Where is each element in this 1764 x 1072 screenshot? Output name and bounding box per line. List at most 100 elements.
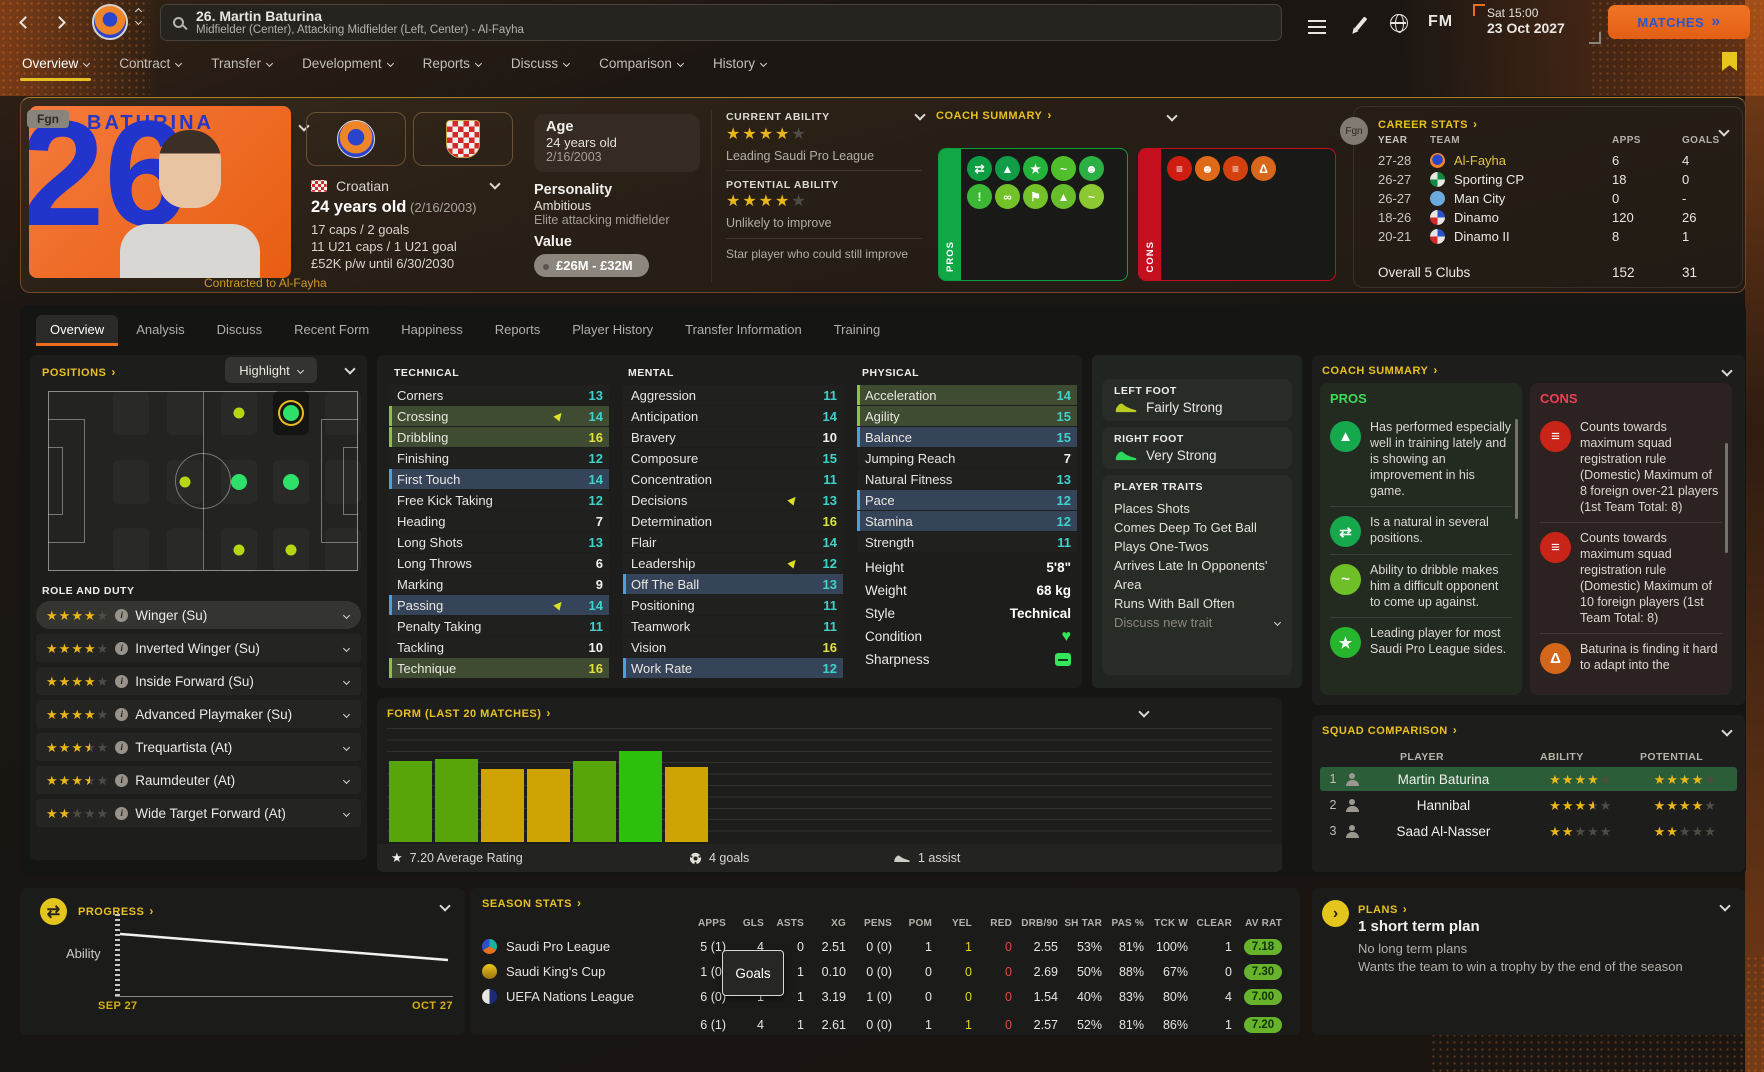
plans-header[interactable]: PLANS bbox=[1358, 902, 1407, 916]
season-row[interactable]: Saudi King's Cup 1 (0) 0 1 0.10 0 (0) 0 … bbox=[482, 959, 1288, 984]
career-row[interactable]: 18-26 Dinamo 120 26 bbox=[1378, 208, 1728, 227]
role-row[interactable]: ★★★★★ Advanced Playmaker (Su) bbox=[36, 700, 361, 728]
ability-collapse-chevron[interactable] bbox=[914, 109, 926, 121]
attribute-row: Technique 16 bbox=[389, 658, 609, 678]
squad-row[interactable]: 1 Martin Baturina ★ ★ ★ ★ ★ ★ ★ ★ ★ ★ bbox=[1320, 767, 1737, 791]
squad-row[interactable]: 2 Hannibal ★ ★ ★ ★ ★ ★ ★ ★ ★ ★ ★ bbox=[1320, 793, 1737, 817]
position-pitch[interactable] bbox=[48, 391, 358, 571]
sub-tab[interactable]: Player History bbox=[558, 315, 667, 346]
attribute-name: Tackling bbox=[397, 639, 444, 655]
squad-comparison-header[interactable]: SQUAD COMPARISON bbox=[1322, 723, 1457, 737]
attribute-name: Vision bbox=[631, 639, 667, 655]
coach-summary-collapse-chevron[interactable] bbox=[1721, 365, 1733, 377]
nationality-chevron[interactable] bbox=[489, 178, 501, 190]
info-icon[interactable] bbox=[115, 674, 129, 688]
season-row[interactable]: UEFA Nations League 6 (0) 1 1 3.19 1 (0)… bbox=[482, 984, 1288, 1009]
info-icon[interactable] bbox=[115, 608, 129, 622]
stat-pas: 88% bbox=[1118, 964, 1144, 979]
croatia-crest-icon bbox=[446, 120, 480, 158]
pros-scrollbar[interactable] bbox=[1515, 419, 1518, 519]
coach-summary-collapse-chevron[interactable] bbox=[1166, 110, 1178, 122]
player-search-bar[interactable]: 26. Martin Baturina Midfielder (Center),… bbox=[160, 4, 1282, 41]
role-row[interactable]: ★★★★★★ Trequartista (At) bbox=[36, 733, 361, 761]
chevron-down-icon bbox=[296, 366, 304, 374]
bookmark-icon[interactable] bbox=[1722, 52, 1737, 71]
season-row[interactable]: Saudi Pro League 5 (1) 4 0 2.51 0 (0) 1 … bbox=[482, 934, 1288, 959]
progress-header[interactable]: PROGRESS bbox=[78, 904, 154, 918]
competition-icon bbox=[482, 989, 497, 1004]
squad-col-ability: ABILITY bbox=[1540, 751, 1584, 763]
nav-tab[interactable]: Reports bbox=[421, 50, 483, 83]
positions-header[interactable]: POSITIONS bbox=[42, 365, 116, 379]
sub-tab[interactable]: Training bbox=[820, 315, 894, 346]
career-row[interactable]: 20-21 Dinamo II 8 1 bbox=[1378, 227, 1728, 246]
nav-tab[interactable]: Discuss bbox=[509, 50, 571, 83]
discuss-new-trait[interactable]: Discuss new trait bbox=[1114, 615, 1282, 630]
info-icon[interactable] bbox=[115, 806, 129, 820]
nav-tab[interactable]: Contract bbox=[117, 50, 183, 83]
goals-tooltip: Goals bbox=[722, 950, 784, 996]
nav-tab[interactable]: Comparison bbox=[597, 50, 685, 83]
world-icon[interactable] bbox=[1386, 10, 1412, 36]
club-switcher[interactable] bbox=[134, 7, 143, 26]
role-row[interactable]: ★★★★★ Inverted Winger (Su) bbox=[36, 634, 361, 662]
highlight-dropdown[interactable]: Highlight bbox=[225, 357, 317, 383]
coach-pro-icon: ~ bbox=[1079, 184, 1104, 209]
career-stats-header[interactable]: CAREER STATS bbox=[1378, 117, 1477, 131]
stat-asts: 1 bbox=[797, 964, 804, 979]
fm-logo[interactable]: FM bbox=[1428, 13, 1454, 30]
squad-collapse-chevron[interactable] bbox=[1721, 725, 1733, 737]
nav-tab[interactable]: Development bbox=[300, 50, 395, 83]
back-button[interactable] bbox=[12, 9, 38, 35]
attribute-name: Jumping Reach bbox=[865, 450, 956, 466]
club-badge-card[interactable] bbox=[306, 112, 406, 166]
form-bar bbox=[481, 769, 524, 842]
attribute-row: Decisions 13 bbox=[623, 490, 843, 510]
coach-summary-header[interactable]: COACH SUMMARY bbox=[936, 108, 1052, 122]
sub-tab[interactable]: Happiness bbox=[387, 315, 476, 346]
attribute-name: Agility bbox=[865, 408, 900, 424]
left-boot-icon bbox=[1115, 403, 1137, 413]
matches-button[interactable]: MATCHES » bbox=[1608, 5, 1750, 39]
role-row[interactable]: ★★★★★ Inside Forward (Su) bbox=[36, 667, 361, 695]
attribute-row: Anticipation 14 bbox=[623, 406, 843, 426]
sub-tab[interactable]: Overview bbox=[36, 315, 119, 346]
coach-summary-header[interactable]: COACH SUMMARY bbox=[1322, 363, 1438, 377]
cons-scrollbar[interactable] bbox=[1725, 443, 1728, 553]
info-icon[interactable] bbox=[115, 773, 129, 787]
info-icon[interactable] bbox=[115, 707, 129, 721]
form-collapse-chevron[interactable] bbox=[1138, 706, 1150, 718]
form-header[interactable]: FORM (LAST 20 MATCHES) bbox=[387, 706, 551, 720]
forward-button[interactable] bbox=[46, 9, 72, 35]
nav-tab[interactable]: Transfer bbox=[209, 50, 274, 83]
attribute-row: Heading 7 bbox=[389, 511, 609, 531]
info-icon[interactable] bbox=[115, 740, 129, 754]
season-col-header: CLEAR bbox=[1196, 917, 1232, 929]
menu-icon[interactable] bbox=[1304, 8, 1330, 34]
role-star-rating: ★ ★ ★ ★ ★ bbox=[46, 805, 109, 821]
squad-row[interactable]: 3 Saad Al-Nasser ★ ★ ★ ★ ★ ★ ★ ★ ★ ★ bbox=[1320, 819, 1737, 843]
sub-tab[interactable]: Recent Form bbox=[280, 315, 383, 346]
role-row[interactable]: ★★★★★★ Raumdeuter (At) bbox=[36, 766, 361, 794]
nation-badge-card[interactable] bbox=[413, 112, 513, 166]
season-stats-header[interactable]: SEASON STATS bbox=[482, 896, 1288, 910]
career-row[interactable]: 26-27 Man City 0 - bbox=[1378, 189, 1728, 208]
sub-tab[interactable]: Discuss bbox=[203, 315, 277, 346]
career-row[interactable]: 27-28 Al-Fayha 6 4 bbox=[1378, 151, 1728, 170]
season-col-header: AV RAT bbox=[1245, 917, 1282, 929]
info-icon[interactable] bbox=[115, 641, 129, 655]
plans-collapse-chevron[interactable] bbox=[1719, 900, 1731, 912]
career-row[interactable]: 26-27 Sporting CP 18 0 bbox=[1378, 170, 1728, 189]
progress-collapse-chevron[interactable] bbox=[439, 900, 451, 912]
nav-tab[interactable]: History bbox=[711, 50, 768, 83]
con-text: Baturina is finding it hard to adapt int… bbox=[1580, 642, 1718, 672]
club-crest-icon[interactable] bbox=[92, 4, 128, 40]
sub-tab[interactable]: Reports bbox=[481, 315, 555, 346]
sub-tab[interactable]: Analysis bbox=[122, 315, 198, 346]
edit-icon[interactable] bbox=[1348, 10, 1374, 36]
positions-collapse-chevron[interactable] bbox=[344, 363, 356, 375]
nav-tab[interactable]: Overview bbox=[20, 50, 92, 83]
role-row[interactable]: ★★★★★ Wide Target Forward (At) bbox=[36, 799, 361, 827]
sub-tab[interactable]: Transfer Information bbox=[671, 315, 816, 346]
role-row[interactable]: ★★★★★ Winger (Su) bbox=[36, 601, 361, 629]
